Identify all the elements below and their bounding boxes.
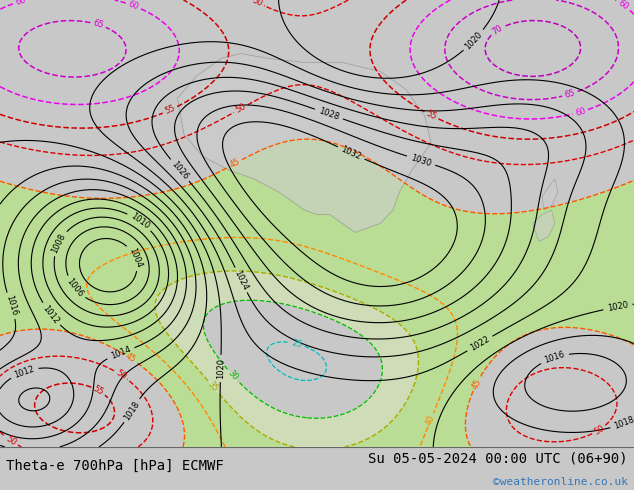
Text: 1020: 1020 <box>463 29 484 51</box>
Text: 60: 60 <box>15 0 27 7</box>
Text: 25: 25 <box>291 338 303 349</box>
Text: 1028: 1028 <box>318 106 340 122</box>
Text: 1010: 1010 <box>129 212 151 231</box>
Text: 1012: 1012 <box>41 303 61 325</box>
Text: 1020: 1020 <box>216 358 226 379</box>
Text: 1004: 1004 <box>127 246 143 269</box>
Text: Su 05-05-2024 00:00 UTC (06+90): Su 05-05-2024 00:00 UTC (06+90) <box>368 452 628 466</box>
Text: 50: 50 <box>114 368 127 381</box>
Text: 1016: 1016 <box>4 294 18 317</box>
Text: 50: 50 <box>234 102 247 115</box>
Text: 1016: 1016 <box>543 350 566 365</box>
Text: 65: 65 <box>92 19 105 30</box>
Text: 1012: 1012 <box>13 364 36 380</box>
Text: 30: 30 <box>226 368 240 382</box>
Text: 55: 55 <box>92 384 105 397</box>
Text: 35: 35 <box>206 380 220 393</box>
Text: Theta-e 700hPa [hPa] ECMWF: Theta-e 700hPa [hPa] ECMWF <box>6 459 224 473</box>
Text: 50: 50 <box>250 0 263 8</box>
Text: ©weatheronline.co.uk: ©weatheronline.co.uk <box>493 477 628 487</box>
Text: 1026: 1026 <box>169 159 190 181</box>
Text: 65: 65 <box>564 88 576 100</box>
Text: 55: 55 <box>164 104 177 116</box>
Text: 1006: 1006 <box>65 277 85 299</box>
Text: 45: 45 <box>470 377 482 391</box>
Text: 1032: 1032 <box>340 145 363 162</box>
Text: 50: 50 <box>4 434 18 447</box>
Text: 1018: 1018 <box>122 399 141 422</box>
Text: 50: 50 <box>592 423 606 437</box>
Text: 1022: 1022 <box>469 334 491 353</box>
Polygon shape <box>178 53 431 232</box>
Text: 45: 45 <box>228 157 242 170</box>
Text: 1020: 1020 <box>607 300 629 313</box>
Text: 45: 45 <box>124 351 137 365</box>
Text: 1018: 1018 <box>613 415 634 431</box>
Text: 1014: 1014 <box>109 345 132 361</box>
Polygon shape <box>533 210 555 241</box>
Text: 70: 70 <box>491 24 504 37</box>
Text: 40: 40 <box>425 414 437 427</box>
Text: 1024: 1024 <box>233 269 250 292</box>
Text: 60: 60 <box>616 0 630 12</box>
Text: 1008: 1008 <box>50 232 67 255</box>
Text: 60: 60 <box>127 0 140 12</box>
Polygon shape <box>542 179 558 210</box>
Text: 55: 55 <box>425 109 438 122</box>
Text: 1030: 1030 <box>410 153 432 168</box>
Text: 60: 60 <box>574 106 586 118</box>
